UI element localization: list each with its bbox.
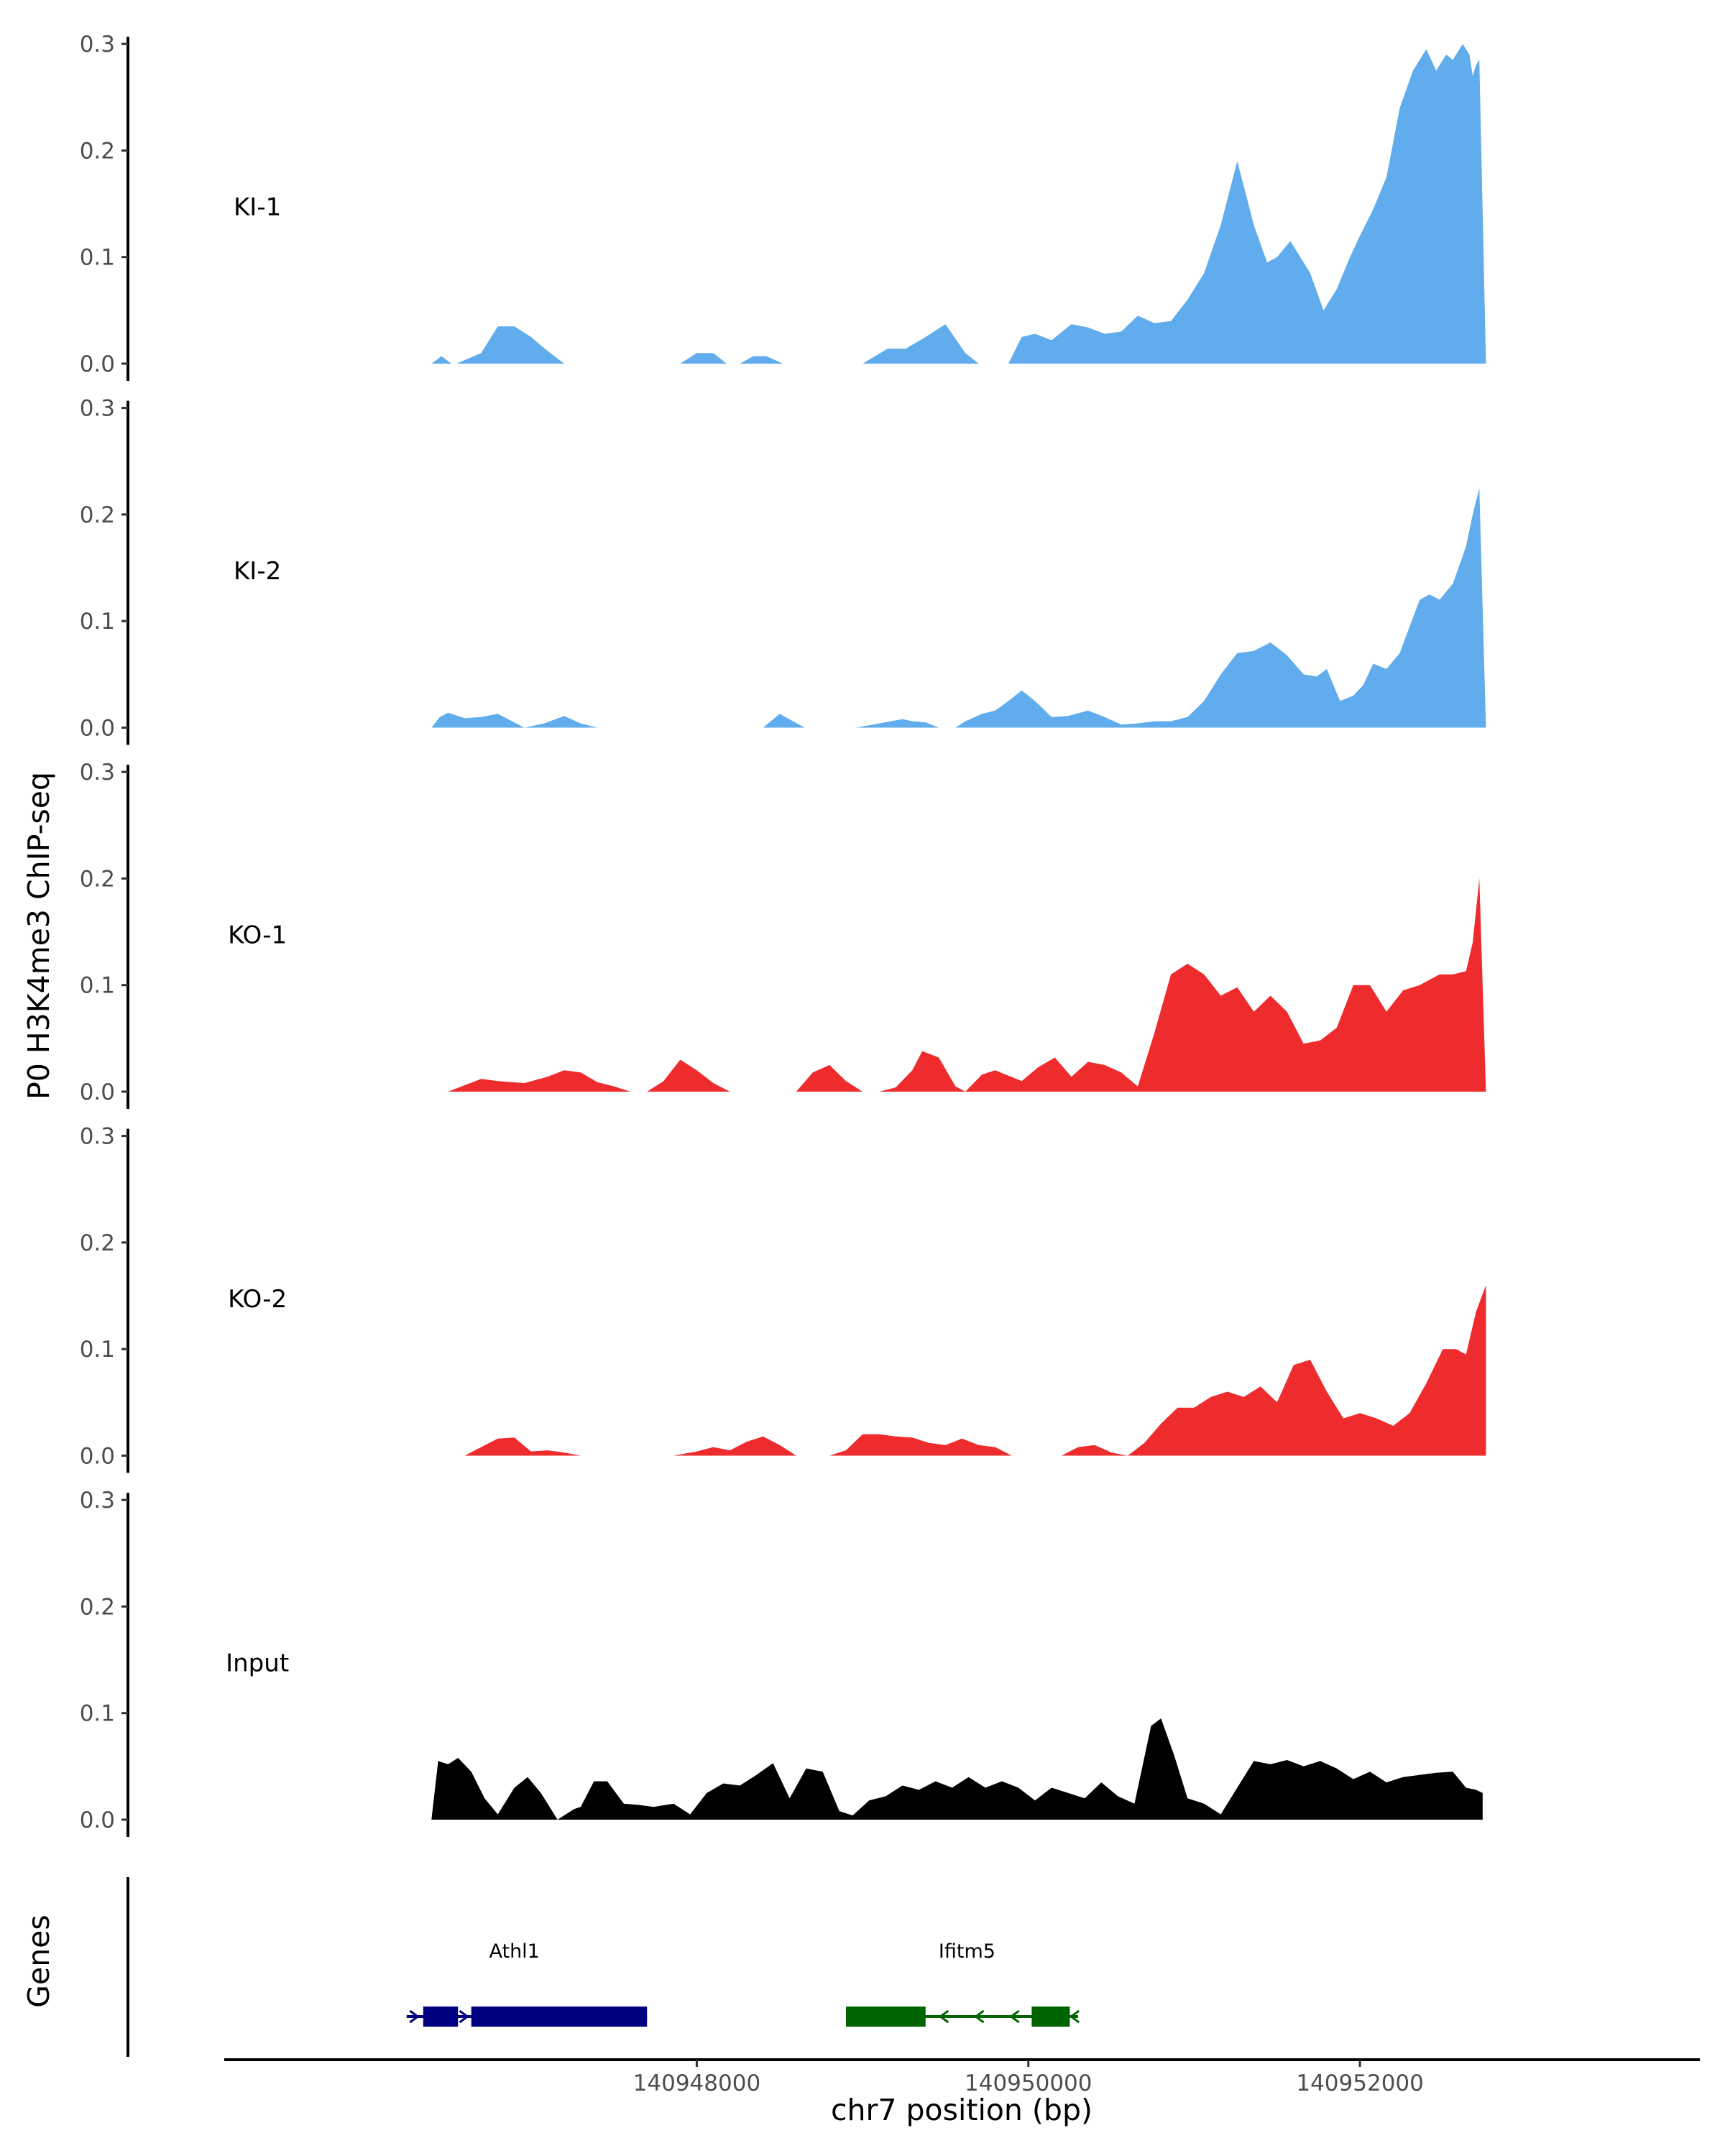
strand-arrow	[938, 2009, 949, 2024]
y-tick-label: 0.0	[80, 351, 115, 377]
y-tick-label: 0.2	[80, 1594, 115, 1620]
gene-exon	[1031, 2007, 1070, 2027]
strand-arrow	[1009, 2009, 1020, 2024]
track-panel-ki-2: 0.0 0.1 0.2 0.3 KI-2	[80, 396, 1486, 745]
y-tick-label: 0.2	[80, 1230, 115, 1256]
gene-label: Ifitm5	[939, 1940, 995, 1963]
x-axis: 140948000 140950000 140952000	[224, 2058, 1700, 2096]
track-label: KO-1	[228, 921, 287, 950]
genes-panel: Athl1 Ifitm5	[126, 1877, 1080, 2057]
y-tick-label: 0.0	[80, 1444, 115, 1470]
track-panel-ko-1: 0.0 0.1 0.2 0.3 KO-1	[80, 760, 1486, 1109]
x-tick-label: 140952000	[1296, 2070, 1424, 2096]
gene-exon	[423, 2007, 459, 2027]
x-axis-title: chr7 position (bp)	[831, 2093, 1092, 2127]
track-label: Input	[226, 1649, 289, 1678]
tracks-layer: 0.00.10.20.3KI-10.00.10.20.3KI-20.00.10.…	[80, 32, 1486, 1837]
y-tick-label: 0.1	[80, 1337, 115, 1363]
y-tick-label: 0.0	[80, 1079, 115, 1105]
strand-arrow	[974, 2009, 985, 2024]
y-tick-label: 0.0	[80, 1807, 115, 1833]
gene-label: Athl1	[489, 1940, 539, 1963]
y-axis-title: P0 H3K4me3 ChIP-seq	[22, 772, 56, 1100]
y-tick-label: 0.3	[80, 32, 115, 57]
coverage-area-ko-2	[464, 1285, 1486, 1456]
strand-arrow	[459, 2009, 470, 2024]
track-label: KO-2	[228, 1285, 287, 1314]
track-panel-ko-2: 0.0 0.1 0.2 0.3 KO-2	[80, 1124, 1486, 1473]
strand-arrow	[409, 2009, 420, 2024]
y-tick-label: 0.3	[80, 1124, 115, 1150]
strand-arrow	[1069, 2009, 1080, 2024]
x-tick-label: 140948000	[633, 2070, 761, 2096]
y-tick-label: 0.1	[80, 609, 115, 635]
track-label: KI-2	[234, 557, 281, 586]
track-panel-input: 0.0 0.1 0.2 0.3 Input	[80, 1488, 1483, 1837]
genes-axis-title: Genes	[22, 1915, 56, 2008]
coverage-area-ki-1	[431, 44, 1486, 364]
coverage-area-ki-2	[431, 487, 1486, 728]
coverage-area-ko-1	[448, 878, 1486, 1092]
y-tick-label: 0.3	[80, 760, 115, 786]
y-tick-label: 0.3	[80, 1488, 115, 1514]
x-tick-label: 140950000	[965, 2070, 1092, 2096]
coverage-area-input	[431, 1718, 1483, 1820]
y-tick-label: 0.1	[80, 973, 115, 999]
y-tick-label: 0.1	[80, 245, 115, 271]
gene-athl1: Athl1	[406, 1940, 648, 2027]
y-tick-label: 0.2	[80, 138, 115, 164]
gene-exon	[846, 2007, 926, 2027]
y-tick-label: 0.2	[80, 866, 115, 892]
y-tick-label: 0.3	[80, 396, 115, 422]
y-tick-label: 0.2	[80, 502, 115, 528]
gene-exon	[471, 2007, 648, 2027]
track-label: KI-1	[234, 193, 281, 222]
gene-ifitm5: Ifitm5	[846, 1940, 1080, 2027]
track-panel-ki-1: 0.0 0.1 0.2 0.3 KI-1	[80, 32, 1486, 381]
y-tick-label: 0.0	[80, 716, 115, 742]
y-tick-label: 0.1	[80, 1701, 115, 1727]
